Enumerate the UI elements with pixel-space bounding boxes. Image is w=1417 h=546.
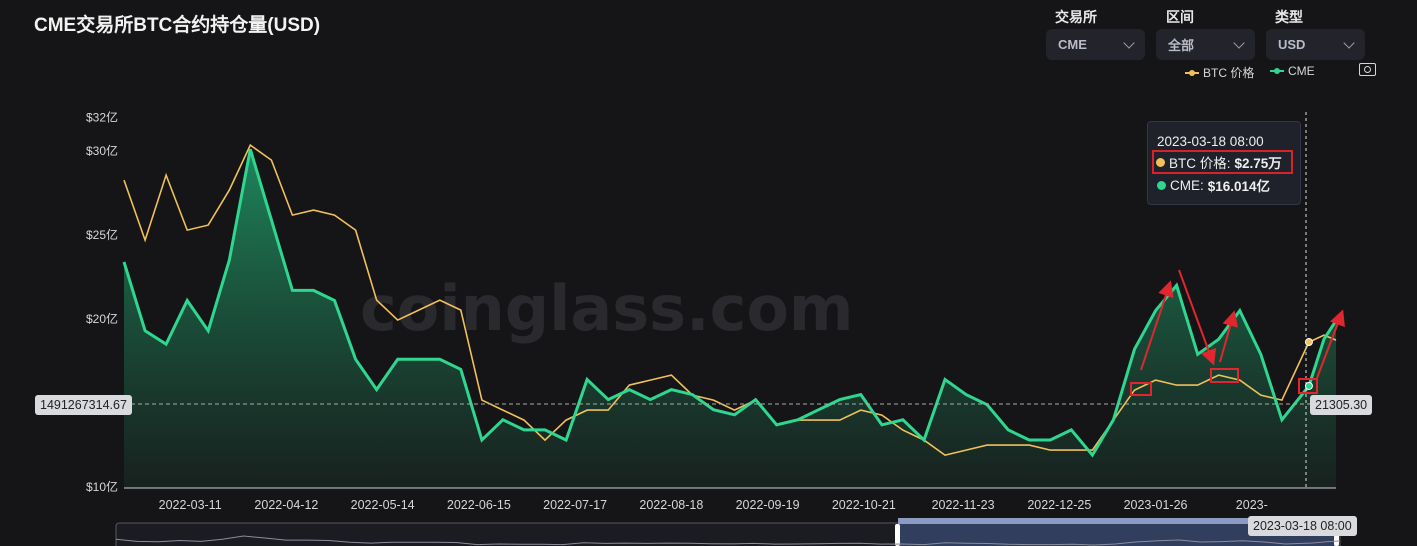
btc-price-line [123,143,1337,456]
tooltip-date: 2023-03-18 08:00 [1157,134,1264,149]
range-value: 全部 [1168,38,1195,53]
page-title: CME交易所BTC合约持仓量(USD) [34,15,321,36]
type-select[interactable]: USD [1266,29,1365,60]
x-tick-label: 2022-06-15 [447,498,511,512]
y-tick-label: $30亿 [86,143,118,158]
annotations [1130,269,1345,396]
cme-dot-icon [1157,180,1166,190]
tooltip-cme-label: CME: [1170,177,1204,193]
x-tick-label: 2022-07-17 [543,498,607,512]
x-tick-label: 2023-01-26 [1124,498,1188,512]
annotation-arrow [1219,310,1238,363]
exchange-label: 交易所 [1055,9,1097,25]
btc-dot-icon [1156,157,1165,167]
navigator[interactable] [115,518,1341,546]
camera-icon[interactable] [1359,63,1376,76]
range-select[interactable]: 全部 [1156,29,1255,60]
x-tick-label: 2022-09-19 [736,498,800,512]
x-tick-label: 2022-10-21 [832,498,896,512]
annotation-arrow [1316,309,1345,379]
legend-btc-price[interactable]: BTC 价格 [1185,64,1254,81]
cme-area [124,149,1336,489]
navigator-left-handle[interactable] [895,524,900,546]
crosshair-right-value: 21305.30 [1310,395,1373,415]
legend-line-icon [1185,69,1199,76]
cme-line [122,148,1338,458]
tooltip: 2023-03-18 08:00 BTC 价格: $2.75万 CME: $16.0… [1147,121,1301,205]
y-tick-label: $20亿 [86,311,118,326]
exchange-select[interactable]: CME [1046,29,1145,60]
tooltip-cme-row: CME: $16.014亿 [1157,175,1291,195]
legend-line-icon [1270,68,1284,74]
annotation-box [1298,378,1318,394]
annotation-arrow [1140,280,1174,371]
range-label: 区间 [1166,9,1194,25]
btc-highlight-point [1304,338,1313,347]
legend-cme[interactable]: CME [1270,64,1315,78]
legend-label: CME [1288,64,1315,78]
type-value: USD [1278,37,1306,52]
exchange-value: CME [1058,37,1087,52]
annotation-box [1130,382,1152,396]
x-tick-label: 2022-08-18 [639,498,703,512]
tooltip-cme-value: $16.014亿 [1207,179,1271,194]
tooltip-btc-row: BTC 价格: $2.75万 [1152,150,1293,174]
x-tick-label: 2022-11-23 [932,498,995,512]
x-tick-label: 2022-04-12 [254,498,318,512]
cme-highlight-point [1304,381,1313,390]
navigator-handle-bar[interactable] [898,518,1336,524]
annotation-box [1210,368,1239,383]
y-tick-label: $25亿 [86,227,118,242]
annotation-arrow [1178,269,1217,366]
crosshair-x-value: 2023-03-18 08:00 [1248,516,1357,536]
watermark: coinglass.com [360,272,854,345]
y-tick-label: $32亿 [86,109,118,124]
crosshair-left-value: 1491267314.67 [35,395,132,415]
y-tick-label: $10亿 [86,479,118,494]
x-tick-label: 2022-05-14 [351,498,415,512]
x-tick-label: 2022-03-11 [159,498,222,512]
tooltip-btc-value: $2.75万 [1234,156,1282,171]
x-tick-label: 2022-12-25 [1027,498,1091,512]
legend-label: BTC 价格 [1203,66,1255,80]
x-tick-label: 2023- [1236,498,1268,512]
type-label: 类型 [1275,9,1303,25]
tooltip-btc-label: BTC 价格: [1169,156,1231,171]
